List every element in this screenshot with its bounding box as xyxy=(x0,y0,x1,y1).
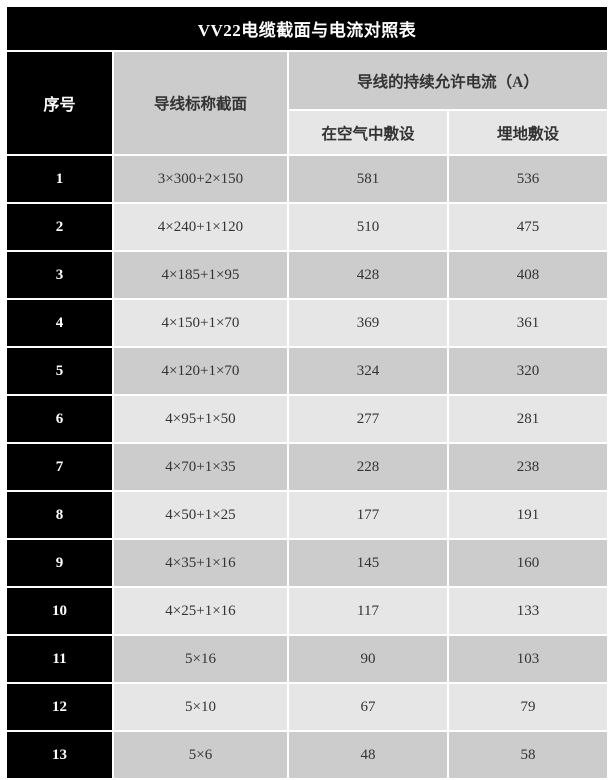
cell-in-air: 369 xyxy=(289,300,447,346)
cell-spec: 4×240+1×120 xyxy=(114,204,287,250)
table-row: 12 5×10 67 79 xyxy=(7,684,607,730)
column-header-current-group: 导线的持续允许电流（A） xyxy=(289,52,607,109)
title-row: VV22电缆截面与电流对照表 xyxy=(7,7,607,50)
table-row: 2 4×240+1×120 510 475 xyxy=(7,204,607,250)
table-row: 7 4×70+1×35 228 238 xyxy=(7,444,607,490)
table-row: 4 4×150+1×70 369 361 xyxy=(7,300,607,346)
column-header-in-air: 在空气中敷设 xyxy=(289,111,447,154)
table-row: 11 5×16 90 103 xyxy=(7,636,607,682)
cell-index: 2 xyxy=(7,204,112,250)
cell-in-air: 145 xyxy=(289,540,447,586)
cell-spec: 4×95+1×50 xyxy=(114,396,287,442)
cell-spec: 4×50+1×25 xyxy=(114,492,287,538)
header-row-group: 序号 导线标称截面 导线的持续允许电流（A） xyxy=(7,52,607,154)
table-row: 5 4×120+1×70 324 320 xyxy=(7,348,607,394)
cell-index: 13 xyxy=(7,732,112,778)
cell-buried: 320 xyxy=(449,348,607,394)
cell-in-air: 90 xyxy=(289,636,447,682)
cell-index: 12 xyxy=(7,684,112,730)
cell-index: 3 xyxy=(7,252,112,298)
table-title: VV22电缆截面与电流对照表 xyxy=(7,7,607,50)
cell-index: 8 xyxy=(7,492,112,538)
cell-buried: 536 xyxy=(449,156,607,202)
cell-buried: 133 xyxy=(449,588,607,634)
cell-spec: 4×150+1×70 xyxy=(114,300,287,346)
cell-buried: 160 xyxy=(449,540,607,586)
cable-current-table: VV22电缆截面与电流对照表 序号 导线标称截面 导线的持续允许电流（A） 在空… xyxy=(5,5,609,780)
table-row: 8 4×50+1×25 177 191 xyxy=(7,492,607,538)
cell-in-air: 428 xyxy=(289,252,447,298)
cell-buried: 361 xyxy=(449,300,607,346)
cell-spec: 3×300+2×150 xyxy=(114,156,287,202)
cell-buried: 475 xyxy=(449,204,607,250)
cell-spec: 4×70+1×35 xyxy=(114,444,287,490)
cell-buried: 79 xyxy=(449,684,607,730)
cell-spec: 4×25+1×16 xyxy=(114,588,287,634)
cell-in-air: 67 xyxy=(289,684,447,730)
cell-in-air: 581 xyxy=(289,156,447,202)
table-row: 10 4×25+1×16 117 133 xyxy=(7,588,607,634)
cell-spec: 4×120+1×70 xyxy=(114,348,287,394)
cell-buried: 103 xyxy=(449,636,607,682)
cell-spec: 5×6 xyxy=(114,732,287,778)
cell-index: 7 xyxy=(7,444,112,490)
cell-in-air: 48 xyxy=(289,732,447,778)
table-body: 1 3×300+2×150 581 536 2 4×240+1×120 510 475 3 4×1… xyxy=(7,156,607,778)
cell-buried: 281 xyxy=(449,396,607,442)
cell-index: 11 xyxy=(7,636,112,682)
table-row: 3 4×185+1×95 428 408 xyxy=(7,252,607,298)
cell-spec: 5×16 xyxy=(114,636,287,682)
table-row: 1 3×300+2×150 581 536 xyxy=(7,156,607,202)
table-row: 9 4×35+1×16 145 160 xyxy=(7,540,607,586)
header-row-sub: 在空气中敷设 埋地敷设 xyxy=(7,111,607,154)
cell-in-air: 177 xyxy=(289,492,447,538)
cell-in-air: 277 xyxy=(289,396,447,442)
cell-spec: 4×185+1×95 xyxy=(114,252,287,298)
table-row: 6 4×95+1×50 277 281 xyxy=(7,396,607,442)
cell-index: 1 xyxy=(7,156,112,202)
cell-buried: 58 xyxy=(449,732,607,778)
cell-index: 10 xyxy=(7,588,112,634)
cell-buried: 238 xyxy=(449,444,607,490)
cell-index: 4 xyxy=(7,300,112,346)
table-row: 13 5×6 48 58 xyxy=(7,732,607,778)
cell-index: 9 xyxy=(7,540,112,586)
cell-in-air: 117 xyxy=(289,588,447,634)
cell-index: 6 xyxy=(7,396,112,442)
column-header-buried: 埋地敷设 xyxy=(449,111,607,154)
cell-index: 5 xyxy=(7,348,112,394)
cell-buried: 408 xyxy=(449,252,607,298)
cell-in-air: 228 xyxy=(289,444,447,490)
cell-spec: 4×35+1×16 xyxy=(114,540,287,586)
column-header-index: 序号 xyxy=(7,52,112,154)
cell-spec: 5×10 xyxy=(114,684,287,730)
column-header-spec: 导线标称截面 xyxy=(114,52,287,154)
table-header: VV22电缆截面与电流对照表 序号 导线标称截面 导线的持续允许电流（A） 在空… xyxy=(7,7,607,154)
cell-in-air: 510 xyxy=(289,204,447,250)
cell-buried: 191 xyxy=(449,492,607,538)
cell-in-air: 324 xyxy=(289,348,447,394)
